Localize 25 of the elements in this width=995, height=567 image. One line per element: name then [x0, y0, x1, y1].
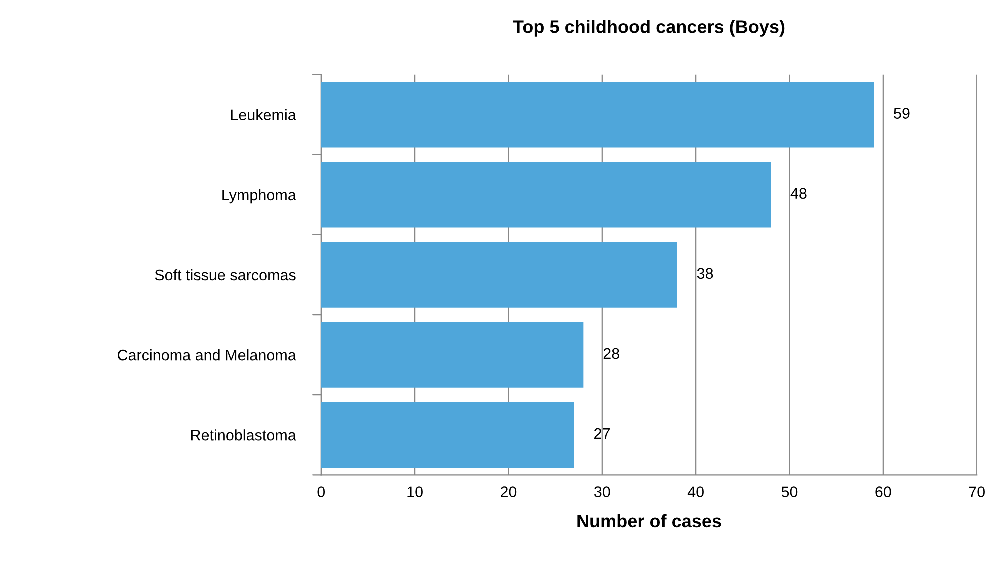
x-axis-title: Number of cases	[578, 514, 722, 528]
x-tick-label: 50	[782, 486, 798, 498]
y-tick-label: Soft tissue sarcomas	[155, 269, 296, 281]
x-tick-label: 10	[408, 486, 423, 498]
bar	[321, 242, 678, 308]
bar	[321, 82, 874, 148]
x-tick-label: 70	[969, 486, 985, 498]
data-label: 38	[697, 268, 714, 280]
data-label: 27	[594, 428, 610, 440]
bar	[321, 162, 772, 228]
data-label: 28	[604, 348, 620, 360]
y-tick-label: Leukemia	[231, 109, 296, 121]
y-tick-label: Lymphoma	[222, 189, 296, 204]
x-tick-label: 40	[688, 486, 704, 498]
bar	[321, 322, 584, 388]
chart-title: Top 5 childhood cancers (Boys)	[513, 20, 785, 37]
data-label: 48	[790, 188, 807, 200]
x-tick-label: 30	[594, 486, 610, 498]
x-tick-label: 0	[318, 486, 326, 498]
bar	[321, 402, 574, 468]
data-label: 59	[894, 108, 910, 119]
y-tick-label: Retinoblastoma	[191, 430, 296, 441]
x-tick-label: 20	[501, 486, 517, 498]
y-tick-label: Carcinoma and Melanoma	[118, 350, 296, 361]
x-tick-label: 60	[876, 486, 892, 498]
